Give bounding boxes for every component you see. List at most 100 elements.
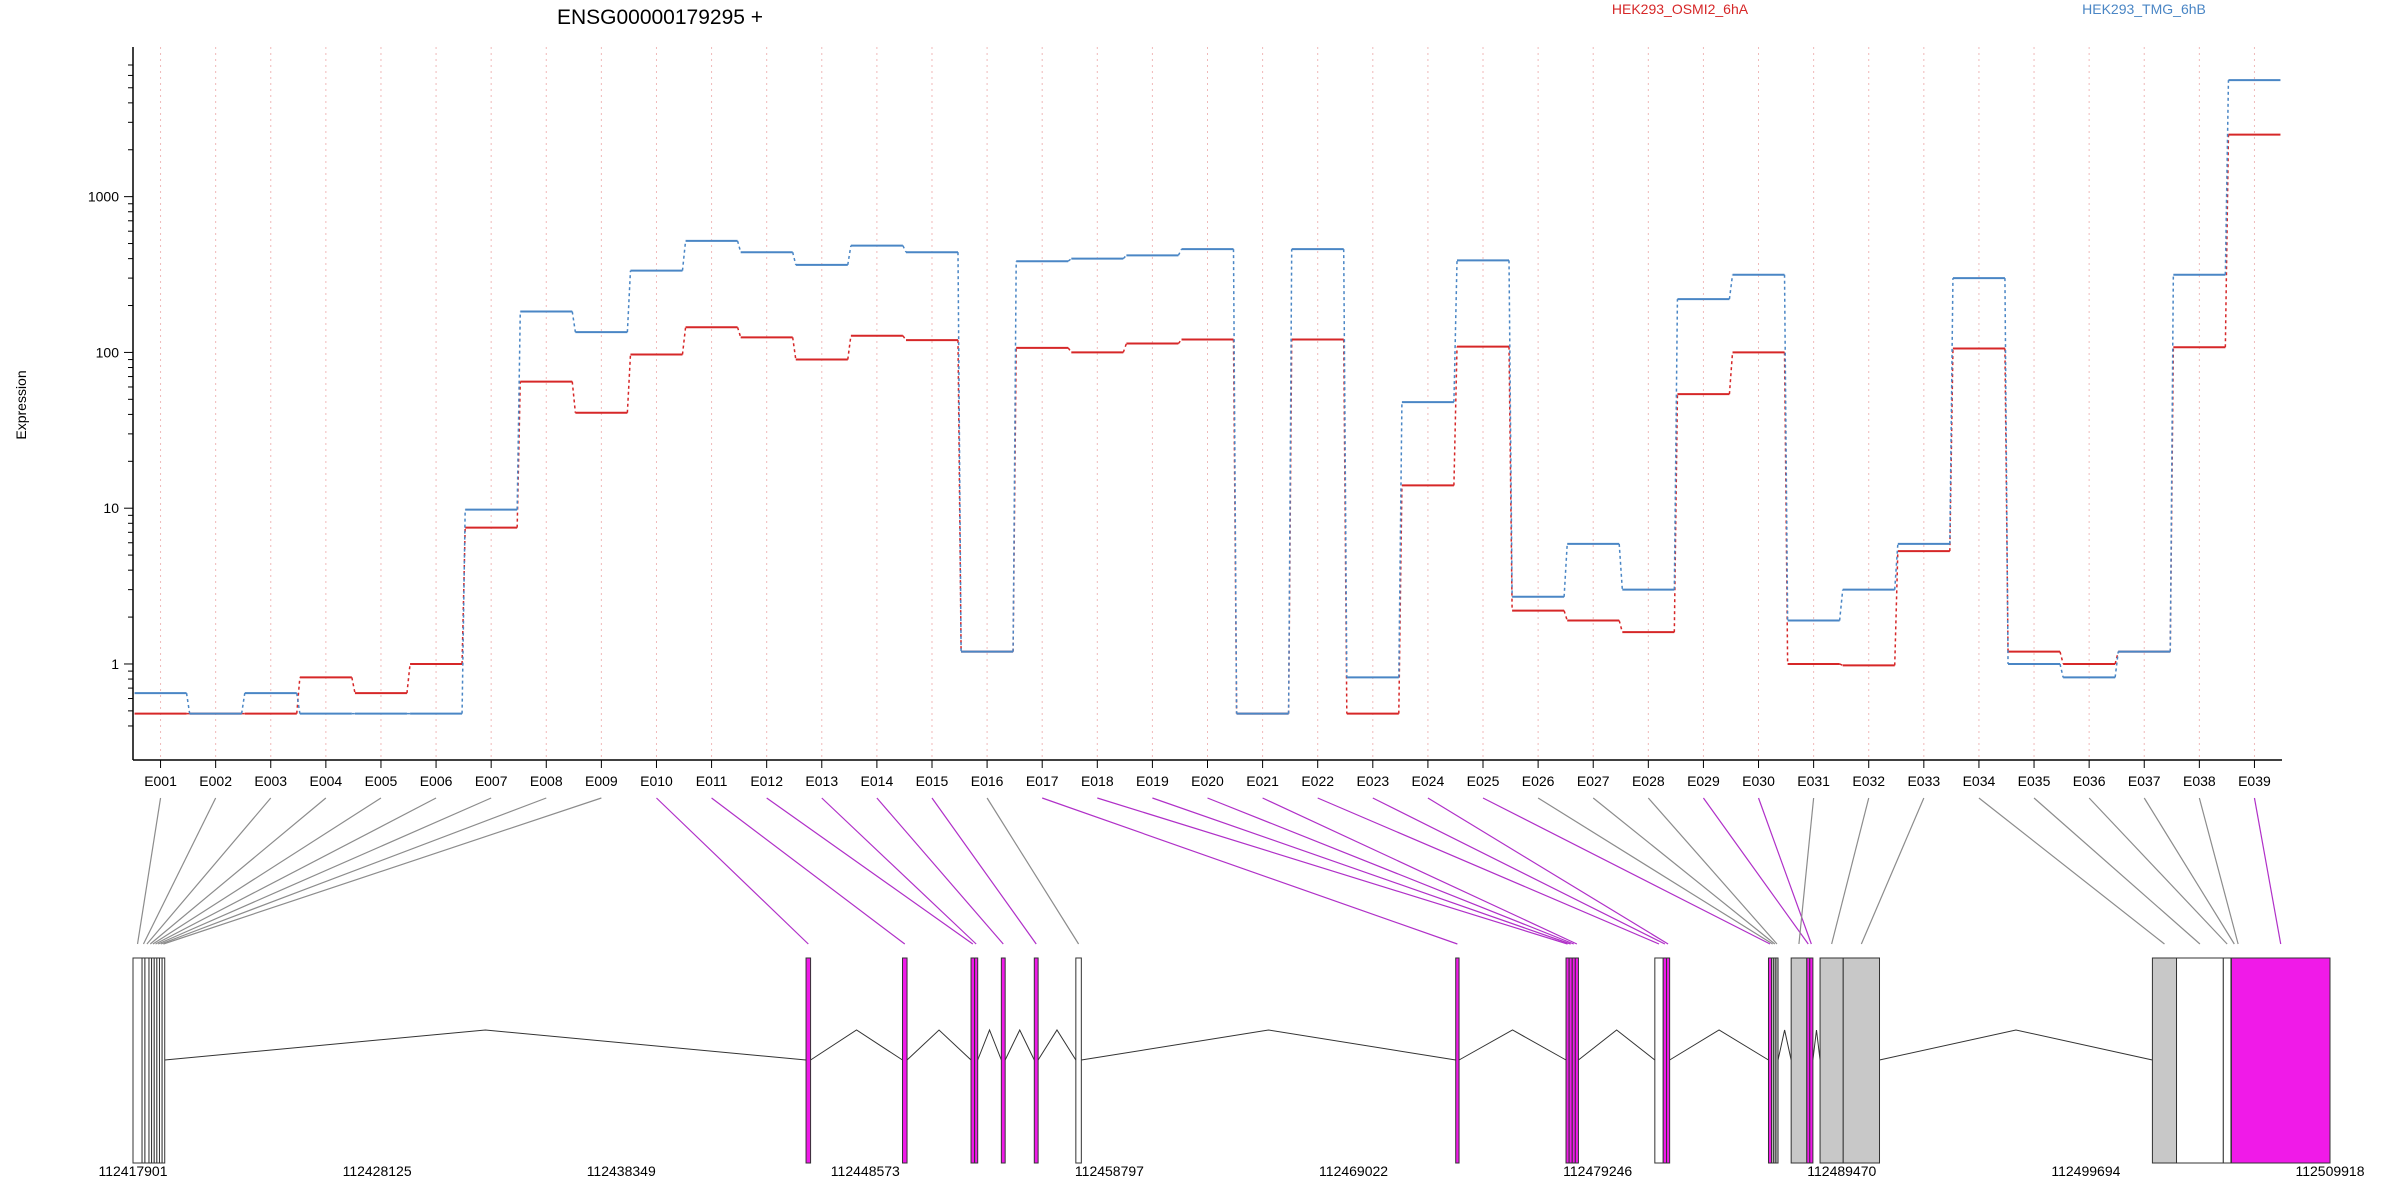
intron-line <box>977 1028 1002 1061</box>
exon-block <box>1790 957 1808 1164</box>
x-tick-label: E035 <box>2018 773 2051 789</box>
series-tmg-step <box>1122 254 1127 260</box>
exon-block <box>1033 957 1039 1164</box>
series-osmi2-step <box>1949 348 1954 552</box>
intron-line <box>164 1029 807 1061</box>
x-tick-label: E021 <box>1246 773 1279 789</box>
series-osmi2-step <box>1728 352 1734 395</box>
x-tick-label: E013 <box>805 773 838 789</box>
exon-block <box>1654 957 1664 1164</box>
exon-connector <box>152 797 382 945</box>
exon-connector <box>2198 797 2239 945</box>
x-tick-label: E010 <box>640 773 673 789</box>
series-osmi2-step <box>1563 610 1568 621</box>
legend-series-osmi2: HEK293_OSMI2_6hA <box>1612 1 1749 17</box>
exon-connector <box>1592 797 1776 945</box>
exon-block <box>1075 957 1082 1164</box>
exon-connector <box>711 797 906 945</box>
chart-title: ENSG00000179295 + <box>557 6 763 29</box>
exon-block <box>144 957 150 1164</box>
series-tmg-step <box>2224 80 2230 275</box>
x-tick-label: E022 <box>1301 773 1334 789</box>
x-tick-label: E032 <box>1852 773 1885 789</box>
exon-connector <box>2143 797 2235 945</box>
x-tick-label: E006 <box>420 773 453 789</box>
series-osmi2-step <box>1067 347 1072 353</box>
x-tick-label: E011 <box>696 773 728 789</box>
exon-connector <box>149 797 327 945</box>
exon-connector <box>1041 797 1458 945</box>
series-tmg-step <box>1673 299 1679 590</box>
series-tmg-step <box>1232 249 1238 714</box>
series-tmg-step <box>571 311 577 333</box>
exon-connector <box>1831 797 1870 945</box>
series-osmi2-step <box>1177 339 1183 345</box>
exon-connector <box>1647 797 1778 945</box>
intron-line <box>1777 1029 1792 1061</box>
x-tick-label: E036 <box>2073 773 2106 789</box>
x-tick-label: E012 <box>750 773 783 789</box>
x-tick-label: E026 <box>1522 773 1555 789</box>
series-tmg-step <box>681 240 687 271</box>
intron-line <box>1578 1029 1656 1061</box>
intron-line <box>1004 1028 1035 1061</box>
genomic-coordinate-label: 112509918 <box>2295 1163 2364 1179</box>
x-tick-label: E019 <box>1136 773 1169 789</box>
series-tmg-step <box>1728 274 1734 300</box>
exon-block <box>1662 957 1668 1164</box>
exon-block <box>970 957 976 1164</box>
intron-line <box>906 1029 972 1061</box>
series-osmi2-step <box>902 335 907 341</box>
x-tick-label: E002 <box>199 773 232 789</box>
genomic-coordinate-label: 112448573 <box>831 1163 900 1179</box>
gene-model: 112417901 112428125 112438349 112448573 1124… <box>98 797 2365 1179</box>
series-tmg-step <box>1838 589 1844 621</box>
x-tick-label: E028 <box>1632 773 1665 789</box>
exon-block <box>2176 957 2224 1164</box>
exon-connector <box>1798 797 1815 945</box>
intron-line <box>1879 1029 2153 1061</box>
x-tick-label: E005 <box>365 773 398 789</box>
exon-connector <box>1097 797 1568 945</box>
exon-connector <box>163 797 602 945</box>
x-tick-label: E014 <box>861 773 894 789</box>
exon-connector <box>2088 797 2228 945</box>
x-tick-label: E031 <box>1797 773 1830 789</box>
exon-connector <box>986 797 1080 945</box>
exon-connector <box>1757 797 1812 945</box>
series-tmg-step <box>736 240 742 253</box>
x-tick-label: E029 <box>1687 773 1720 789</box>
series-tmg-step <box>902 245 907 253</box>
y-tick-label: 1 <box>111 656 119 672</box>
series-osmi2-step <box>2059 651 2064 665</box>
genomic-coordinate-label: 112479246 <box>1563 1163 1632 1179</box>
series-tmg-step <box>1783 274 1789 621</box>
series-tmg-step <box>185 693 191 714</box>
plot-area: 1 10 100 1000 E001 E002 E003 E004 E005 E006 E007 E0… <box>88 47 2282 789</box>
exon-connector <box>876 797 1004 945</box>
exon-connector <box>2033 797 2201 945</box>
exon-connector <box>821 797 977 945</box>
series-tmg-step <box>2004 278 2009 664</box>
exon-connector <box>931 797 1037 945</box>
exon-connector <box>1372 797 1666 945</box>
y-axis-label: Expression <box>13 370 29 439</box>
x-tick-label: E027 <box>1577 773 1610 789</box>
exon-block <box>2151 957 2178 1164</box>
exon-connector <box>656 797 809 945</box>
x-tick-label: E003 <box>254 773 287 789</box>
series-tmg-step <box>1177 248 1183 256</box>
x-tick-label: E030 <box>1742 773 1775 789</box>
series-osmi2-step <box>351 677 356 694</box>
series-osmi2-step <box>1122 343 1128 353</box>
genomic-coordinate-label: 112438349 <box>587 1163 656 1179</box>
series-tmg-step <box>1342 249 1348 678</box>
legend-series-tmg: HEK293_TMG_6hB <box>2082 1 2206 17</box>
x-tick-label: E039 <box>2238 773 2271 789</box>
x-tick-label: E004 <box>310 773 343 789</box>
exon-connector <box>142 797 217 945</box>
series-osmi2-step <box>1839 663 1844 667</box>
series-tmg-step <box>240 693 246 714</box>
genomic-coordinate-label: 112458797 <box>1075 1163 1144 1179</box>
